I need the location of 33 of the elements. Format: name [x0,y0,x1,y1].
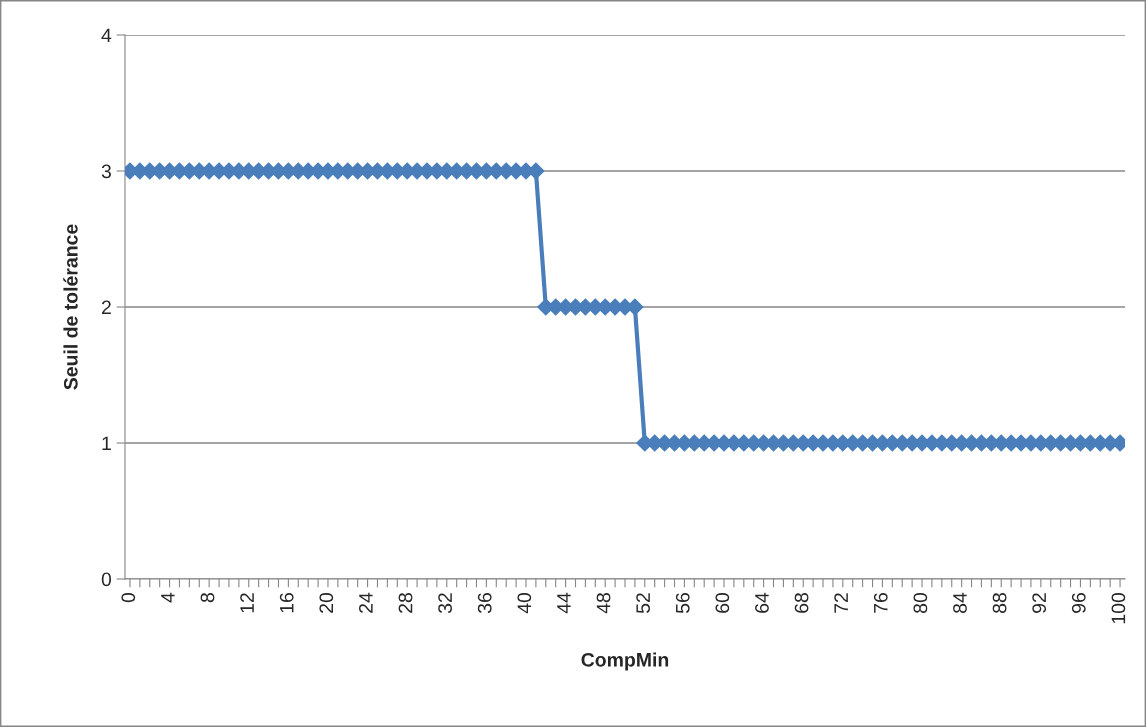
x-tick-label: 72 [834,593,848,613]
x-tick-label: 32 [438,593,452,614]
x-tick-label: 48 [596,593,611,614]
x-tick-label: 12 [240,593,254,613]
x-tick-label: 88 [992,593,1007,613]
x-tick-label: 64 [755,592,769,613]
y-tick-label: 3 [101,164,111,179]
x-tick-label: 0 [121,592,136,603]
x-tick-label: 100 [1111,592,1126,624]
x-tick-label: 44 [557,592,571,614]
x-tick-label: 16 [279,593,294,613]
x-tick-label: 20 [319,592,334,613]
x-tick-label: 68 [794,593,809,613]
x-tick-label: 52 [636,593,651,614]
x-tick-label: 76 [873,593,888,613]
x-tick-label: 56 [675,593,690,614]
x-tick-label: 28 [398,593,413,613]
x-tick-label: 60 [715,592,730,613]
y-tick-label: 2 [101,300,111,315]
x-tick-label: 8 [200,593,215,603]
x-tick-label: 40 [517,592,532,614]
x-axis-title: CompMin [581,652,669,671]
y-tick-label: 4 [101,28,112,43]
x-tick-label: 96 [1071,593,1086,613]
y-tick-label: 0 [101,572,112,587]
x-tick-label: 36 [477,593,492,614]
x-tick-label: 24 [359,592,373,613]
x-tick-label: 80 [913,592,928,613]
x-tick-label: 84 [953,592,967,613]
y-axis-title: Seuil de tolérance [63,224,78,390]
y-tick-label: 1 [102,436,111,451]
x-tick-label: 92 [1032,593,1047,613]
x-tick-label: 4 [161,592,175,603]
